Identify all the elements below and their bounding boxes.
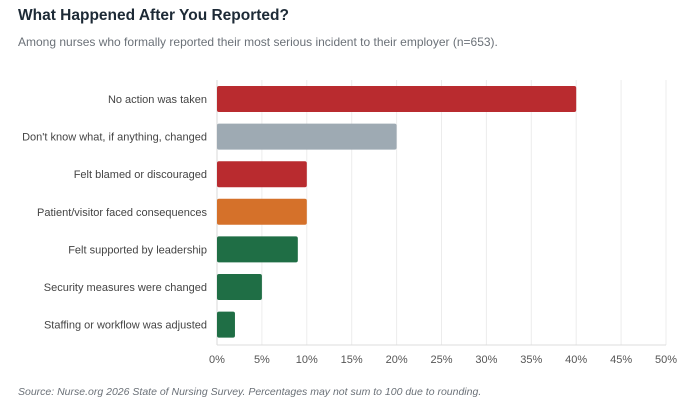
bar (217, 198, 307, 225)
chart-title: What Happened After You Reported? (18, 7, 289, 24)
x-tick-label: 20% (386, 354, 408, 366)
x-tick-label: 25% (430, 354, 452, 366)
x-tick-label: 5% (254, 354, 270, 366)
x-tick-label: 10% (296, 354, 318, 366)
category-label: No action was taken (108, 94, 207, 106)
bar (217, 123, 397, 150)
x-tick-label: 35% (520, 354, 542, 366)
category-label: Security measures were changed (44, 282, 207, 294)
source-note: Source: Nurse.org 2026 State of Nursing … (18, 386, 482, 398)
x-tick-label: 0% (209, 354, 225, 366)
chart-subtitle: Among nurses who formally reported their… (18, 35, 498, 49)
bar (217, 274, 262, 300)
category-label: Felt supported by leadership (68, 244, 207, 256)
x-tick-label: 40% (565, 354, 587, 366)
category-label: Felt blamed or discouraged (74, 169, 207, 181)
bar (217, 161, 307, 188)
bar (217, 86, 577, 112)
bar (217, 236, 298, 263)
category-label: Patient/visitor faced consequences (37, 207, 207, 219)
x-tick-label: 30% (475, 354, 497, 366)
category-label: Don't know what, if anything, changed (22, 132, 207, 144)
category-label: Staffing or workflow was adjusted (44, 320, 207, 332)
bar (217, 311, 235, 338)
x-tick-label: 45% (610, 354, 632, 366)
x-tick-label: 15% (341, 354, 363, 366)
x-tick-label: 50% (655, 354, 677, 366)
